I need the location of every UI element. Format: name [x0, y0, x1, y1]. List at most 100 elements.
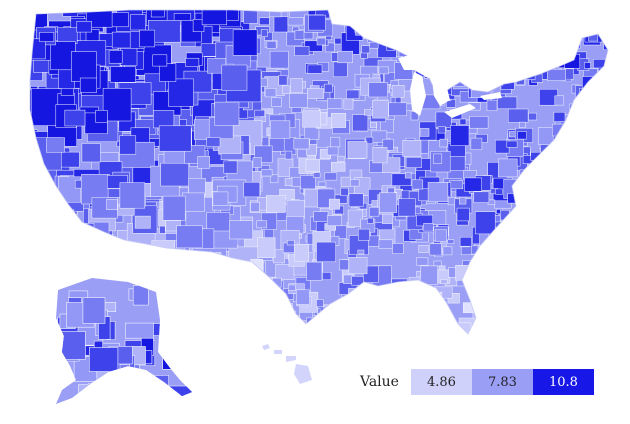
county-cell: [570, 104, 584, 118]
county-cell: [215, 292, 241, 313]
county-cell: [221, 64, 248, 91]
county-cell: [287, 323, 300, 334]
county-cell: [502, 244, 513, 256]
county-cell: [269, 10, 282, 18]
county-cell: [151, 240, 175, 258]
county-cell: [541, 186, 553, 199]
county-cell: [515, 189, 524, 199]
county-cell: [206, 281, 229, 307]
county-cell: [201, 10, 227, 26]
county-cell: [370, 10, 390, 25]
county-cell: [264, 88, 277, 98]
county-cell: [546, 20, 564, 33]
county-cell: [574, 231, 594, 245]
county-cell: [404, 324, 416, 334]
county-cell: [409, 329, 428, 334]
county-cell: [308, 14, 326, 31]
county-cell: [313, 211, 329, 222]
county-cell: [470, 290, 486, 303]
county-cell: [539, 279, 552, 294]
county-cell: [519, 316, 537, 334]
county-cell: [505, 230, 518, 242]
county-cell: [120, 47, 138, 66]
county-cell: [334, 37, 342, 45]
county-cell: [589, 14, 598, 21]
county-cell: [275, 264, 295, 280]
county-cell: [508, 53, 516, 61]
county-cell: [498, 158, 518, 178]
county-cell: [583, 174, 597, 189]
alaska-borough-cell: [193, 281, 209, 294]
county-cell: [307, 64, 323, 74]
county-cell: [108, 50, 123, 64]
county-cell: [584, 123, 594, 135]
county-cell: [231, 318, 253, 334]
county-cell: [331, 161, 346, 172]
county-cell: [288, 329, 303, 334]
county-cell: [391, 85, 405, 98]
county-cell: [513, 291, 521, 298]
hawaii-island-oahu: [274, 350, 282, 354]
county-cell: [546, 239, 561, 253]
county-cell: [548, 262, 567, 278]
county-cell: [456, 207, 470, 222]
hawaii-island-big-island: [294, 364, 312, 384]
alaska-borough-cell: [82, 297, 106, 324]
county-cell: [381, 292, 390, 302]
county-cell: [337, 155, 345, 162]
alaska-borough-cell: [162, 348, 192, 370]
county-cell: [602, 284, 608, 291]
county-cell: [405, 157, 422, 168]
county-cell: [449, 21, 469, 39]
county-cell: [497, 96, 518, 110]
county-cell: [563, 196, 574, 205]
county-cell: [425, 312, 438, 322]
county-cell: [515, 51, 524, 60]
county-cell: [518, 191, 535, 208]
county-cell: [433, 260, 442, 267]
county-cell: [75, 239, 95, 252]
alaska-borough-cell: [119, 364, 130, 386]
county-cell: [32, 185, 55, 208]
alaska-borough-cell: [186, 285, 192, 310]
county-cell: [367, 217, 374, 224]
county-cell: [48, 205, 61, 220]
county-cell: [333, 61, 348, 78]
county-cell: [420, 265, 438, 285]
county-cell: [387, 187, 395, 194]
county-cell: [250, 258, 264, 271]
county-cell: [372, 100, 389, 119]
county-cell: [523, 197, 535, 206]
legend-label-high: 10.8: [548, 374, 578, 390]
county-cell: [558, 17, 570, 29]
county-cell: [434, 44, 454, 66]
county-cell: [189, 283, 211, 297]
county-cell: [339, 259, 349, 271]
county-cell: [70, 223, 95, 250]
county-cell: [212, 191, 229, 206]
county-cell: [130, 14, 146, 31]
county-cell: [516, 214, 530, 228]
county-cell: [420, 10, 439, 21]
county-cell: [428, 300, 439, 314]
county-cell: [553, 312, 565, 326]
county-cell: [553, 206, 573, 222]
county-cell: [567, 322, 585, 334]
county-cell: [599, 123, 608, 137]
county-cell: [336, 10, 349, 15]
county-cell: [382, 212, 393, 224]
county-cell: [546, 226, 563, 238]
county-cell: [582, 291, 590, 300]
county-cell: [478, 292, 486, 301]
county-cell: [218, 311, 251, 334]
county-cell: [243, 10, 258, 24]
county-cell: [139, 29, 155, 48]
county-cell: [378, 239, 393, 249]
county-cell: [337, 50, 353, 64]
county-cell: [192, 19, 205, 32]
county-cell: [31, 190, 49, 206]
county-cell: [507, 193, 518, 204]
county-cell: [587, 293, 602, 306]
county-cell: [545, 221, 567, 240]
county-cell: [71, 51, 97, 82]
